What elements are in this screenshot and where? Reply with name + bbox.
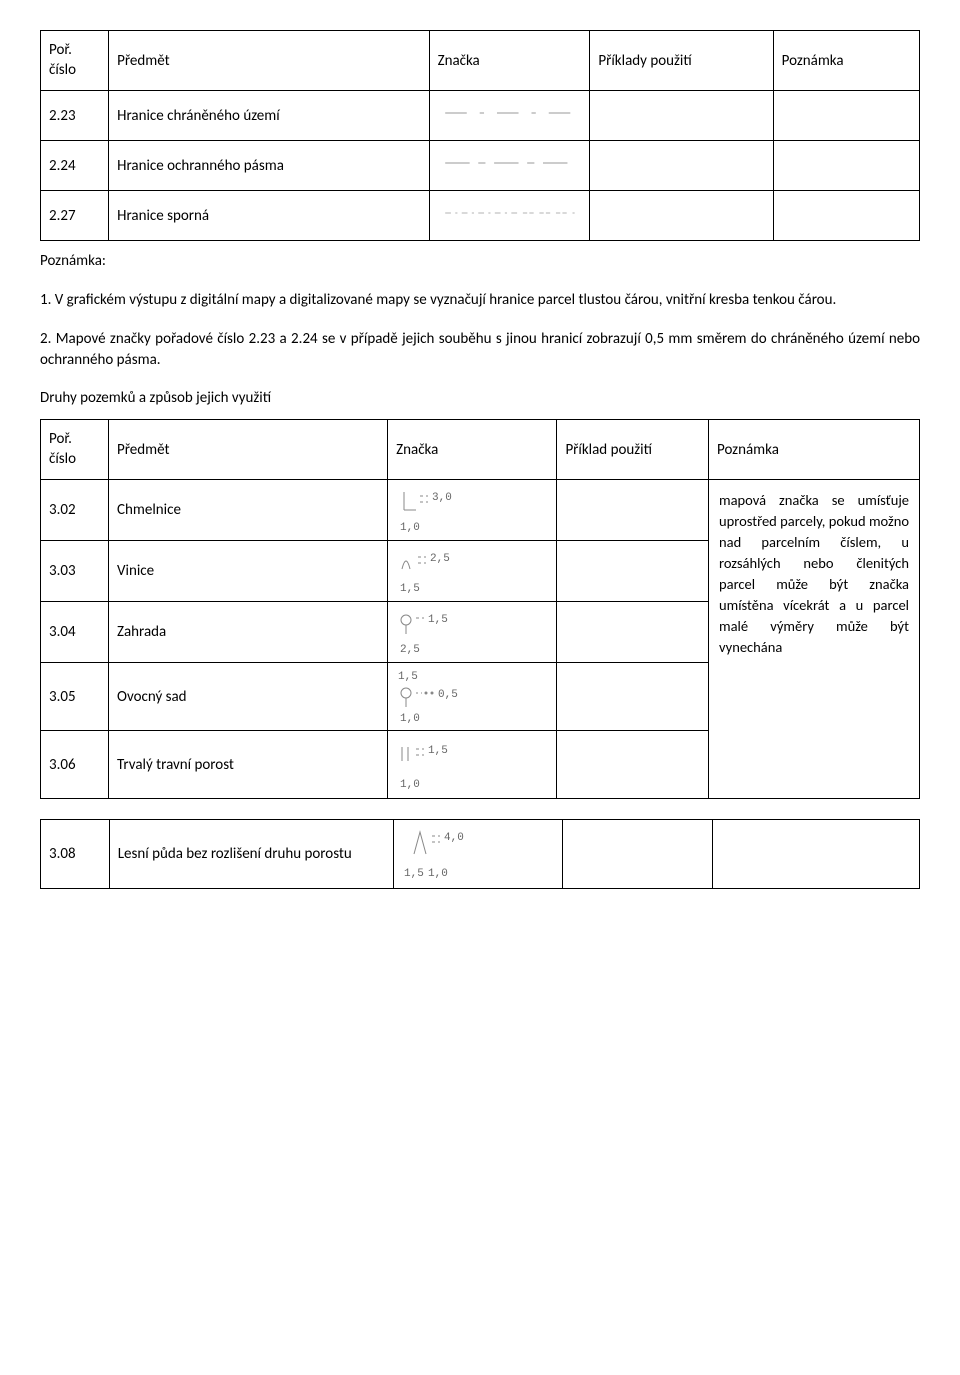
paragraph-2: 2. Mapové značky pořadové číslo 2.23 a 2… (40, 329, 920, 371)
cell-num: 3.04 (41, 602, 109, 663)
cell-note (773, 91, 919, 141)
cell-num: 3.08 (41, 820, 110, 888)
svg-text:1,0: 1,0 (428, 868, 448, 880)
svg-text:4,0: 4,0 (444, 832, 464, 844)
cell-subject: Hranice chráněného území (109, 91, 429, 141)
table-hranice: Poř. číslo Předmět Značka Příklady použi… (40, 30, 920, 241)
line-dash-dot-icon (438, 101, 582, 125)
cell-example (557, 602, 709, 663)
cell-subject: Vinice (109, 541, 388, 602)
col-header-num: Poř. číslo (41, 31, 109, 91)
cell-note (773, 191, 919, 241)
svg-text:1,5: 1,5 (428, 614, 448, 626)
svg-text:1,5: 1,5 (428, 745, 448, 757)
cell-mark: 1,5 0,5 1,0 (388, 663, 557, 731)
cell-num: 2.27 (41, 191, 109, 241)
cell-mark (429, 91, 590, 141)
cell-num: 3.03 (41, 541, 109, 602)
cell-num: 2.24 (41, 141, 109, 191)
col-header-example: Příklad použití (557, 420, 709, 480)
cell-example (590, 141, 773, 191)
lesnipuda-icon: 4,0 1,5 1,0 (400, 826, 490, 882)
vinice-icon: 2,5 1,5 (394, 547, 454, 595)
svg-text:2,5: 2,5 (430, 553, 450, 565)
svg-text:1,0: 1,0 (400, 713, 420, 725)
cell-mark (429, 191, 590, 241)
table-row: 3.08 Lesní půda bez rozlišení druhu poro… (41, 820, 920, 888)
col-header-num: Poř. číslo (41, 420, 109, 480)
cell-example (557, 663, 709, 731)
cell-mark: 4,0 1,5 1,0 (393, 820, 562, 888)
svg-text:1,0: 1,0 (400, 522, 420, 534)
zahrada-icon: 1,5 2,5 (394, 608, 454, 656)
cell-num: 3.02 (41, 480, 109, 541)
table-header-row: Poř. číslo Předmět Značka Příklady použi… (41, 31, 920, 91)
hdr-num-l2: číslo (49, 450, 76, 468)
section-heading: Druhy pozemků a způsob jejich využití (40, 389, 920, 407)
line-short-dash-icon (438, 201, 582, 225)
line-dash-dot2-icon (438, 151, 582, 175)
cell-num: 3.05 (41, 663, 109, 731)
cell-note (712, 820, 919, 888)
svg-text:1,5: 1,5 (398, 671, 418, 683)
cell-subject: Zahrada (109, 602, 388, 663)
table-row: 2.23 Hranice chráněného území (41, 91, 920, 141)
col-header-note: Poznámka (773, 31, 919, 91)
col-header-subject: Předmět (109, 420, 388, 480)
col-header-mark: Značka (388, 420, 557, 480)
shared-note: mapová značka se umísťuje uprostřed parc… (709, 480, 920, 799)
table-row: 3.02 Chmelnice 3,0 1,0 mapová značka se … (41, 480, 920, 541)
cell-subject: Hranice ochranného pásma (109, 141, 429, 191)
cell-example (557, 480, 709, 541)
hdr-num-l2: číslo (49, 61, 76, 79)
cell-mark: 2,5 1,5 (388, 541, 557, 602)
cell-mark: 1,5 1,0 (388, 731, 557, 799)
cell-mark (429, 141, 590, 191)
cell-note (773, 141, 919, 191)
cell-subject: Chmelnice (109, 480, 388, 541)
note-label: Poznámka: (40, 251, 920, 272)
cell-subject: Lesní půda bez rozlišení druhu porostu (109, 820, 393, 888)
cell-example (557, 541, 709, 602)
cell-num: 3.06 (41, 731, 109, 799)
svg-text:1,0: 1,0 (400, 779, 420, 791)
table-row: 2.27 Hranice sporná (41, 191, 920, 241)
svg-text:1,5: 1,5 (400, 583, 420, 595)
hdr-num-l1: Poř. (49, 41, 72, 59)
col-header-mark: Značka (429, 31, 590, 91)
svg-text:2,5: 2,5 (400, 644, 420, 656)
cell-subject: Ovocný sad (109, 663, 388, 731)
cell-num: 2.23 (41, 91, 109, 141)
table-lesnipuda: 3.08 Lesní půda bez rozlišení druhu poro… (40, 819, 920, 888)
cell-example (557, 731, 709, 799)
paragraph-1: 1. V grafickém výstupu z digitální mapy … (40, 290, 920, 311)
table-header-row: Poř. číslo Předmět Značka Příklad použit… (41, 420, 920, 480)
svg-text:1,5: 1,5 (404, 868, 424, 880)
svg-text:3,0: 3,0 (432, 492, 452, 504)
cell-example (562, 820, 712, 888)
chmelnice-icon: 3,0 1,0 (394, 486, 454, 534)
col-header-example: Příklady použití (590, 31, 773, 91)
table-druhypozemku: Poř. číslo Předmět Značka Příklad použit… (40, 419, 920, 799)
ovocnysad-icon: 1,5 0,5 1,0 (394, 669, 474, 725)
cell-subject: Hranice sporná (109, 191, 429, 241)
travniporost-icon: 1,5 1,0 (394, 737, 464, 793)
cell-subject: Trvalý travní porost (109, 731, 388, 799)
col-header-note: Poznámka (709, 420, 920, 480)
hdr-num-l1: Poř. (49, 430, 72, 448)
col-header-subject: Předmět (109, 31, 429, 91)
cell-example (590, 191, 773, 241)
cell-example (590, 91, 773, 141)
table-row: 2.24 Hranice ochranného pásma (41, 141, 920, 191)
cell-mark: 1,5 2,5 (388, 602, 557, 663)
cell-mark: 3,0 1,0 (388, 480, 557, 541)
svg-text:0,5: 0,5 (438, 689, 458, 701)
